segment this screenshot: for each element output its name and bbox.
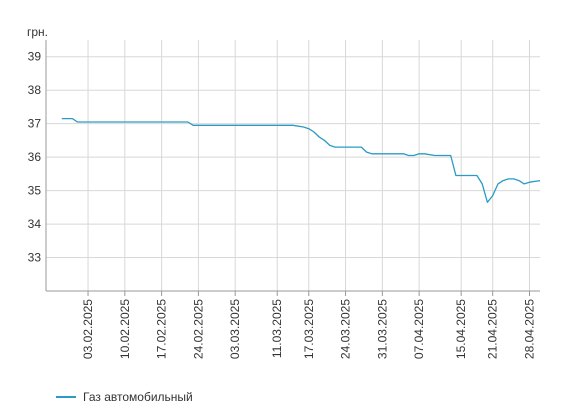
x-tick-label: 15.04.2025 <box>454 299 468 359</box>
x-tick-label: 11.03.2025 <box>270 299 284 358</box>
x-tick-label: 10.02.2025 <box>118 299 132 359</box>
series-layer <box>61 117 541 203</box>
x-tick-label: 24.03.2025 <box>339 299 353 359</box>
x-tick-label: 07.04.2025 <box>412 299 426 359</box>
y-tick-label: 38 <box>28 83 42 97</box>
legend-series-label: Газ автомобильный <box>83 390 193 404</box>
y-tick-label: 37 <box>28 117 42 131</box>
y-axis-tick-labels: 33 34 35 36 37 38 39 <box>28 50 42 265</box>
x-axis-tick-labels: 03.02.2025 10.02.2025 17.02.2025 24.02.2025… <box>81 299 536 359</box>
chart-axes <box>45 40 540 296</box>
legend-swatch-line <box>56 396 76 398</box>
y-axis-unit-label: грн. <box>27 25 48 39</box>
chart-gridlines <box>46 40 540 291</box>
x-tick-label: 28.04.2025 <box>522 299 536 359</box>
x-tick-label: 17.02.2025 <box>155 299 169 359</box>
x-tick-label: 03.03.2025 <box>228 299 242 359</box>
y-tick-label: 33 <box>28 251 42 265</box>
x-tick-label: 24.02.2025 <box>191 299 205 359</box>
series-line-0 <box>61 117 541 203</box>
x-tick-label: 31.03.2025 <box>375 299 389 359</box>
y-tick-label: 39 <box>28 50 42 64</box>
x-tick-label: 03.02.2025 <box>81 299 95 359</box>
chart-legend: Газ автомобильный <box>56 388 193 406</box>
y-tick-label: 34 <box>28 217 42 231</box>
x-tick-label: 21.04.2025 <box>486 299 500 359</box>
y-tick-label: 36 <box>28 150 42 164</box>
y-tick-label: 35 <box>28 184 42 198</box>
x-tick-label: 17.03.2025 <box>302 299 316 359</box>
